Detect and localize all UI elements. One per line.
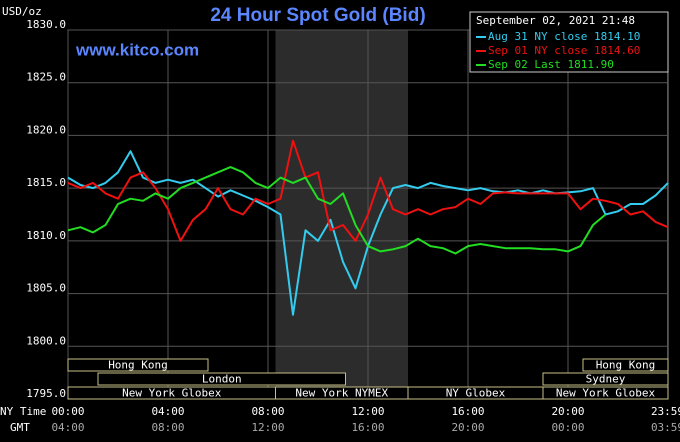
x-axis-label: NY Time [0, 405, 46, 418]
y-tick-label: 1815.0 [26, 176, 66, 189]
x-tick-label: 20:00 [551, 405, 584, 418]
website: www.kitco.com [75, 40, 199, 59]
x-tick-label: 00:00 [51, 405, 84, 418]
x-tick-label: 16:00 [451, 405, 484, 418]
session-box [542, 372, 669, 386]
y-axis-label: USD/oz [2, 5, 42, 18]
legend-label: Aug 31 NY close 1814.10 [488, 30, 640, 43]
y-tick-label: 1795.0 [26, 387, 66, 400]
x2-tick-label: 04:00 [51, 421, 84, 434]
y-tick-label: 1810.0 [26, 229, 66, 242]
y-tick-label: 1825.0 [26, 71, 66, 84]
session-label: NY Globex [446, 387, 506, 400]
y-tick-label: 1820.0 [26, 123, 66, 136]
chart-title: 24 Hour Spot Gold (Bid) [210, 5, 425, 26]
series-line [67, 139, 669, 242]
session-label: Hong Kong [596, 359, 656, 372]
x2-tick-label: 12:00 [251, 421, 284, 434]
session-label: New York Globex [122, 387, 222, 400]
series-line [67, 166, 607, 255]
x-tick-label: 23:59 [651, 405, 680, 418]
x2-tick-label: 00:00 [551, 421, 584, 434]
session-label: Hong Kong [108, 359, 168, 372]
session-box [67, 358, 209, 372]
timestamp: September 02, 2021 21:48 [476, 14, 635, 27]
legend-label: Sep 01 NY close 1814.60 [488, 44, 640, 57]
session-box [97, 372, 346, 386]
y-tick-label: 1830.0 [26, 18, 66, 31]
y-tick-label: 1805.0 [26, 282, 66, 295]
x2-tick-label: 08:00 [151, 421, 184, 434]
y-tick-label: 1800.0 [26, 334, 66, 347]
session-box [542, 386, 669, 400]
session-shade [275, 30, 408, 399]
x2-tick-label: 20:00 [451, 421, 484, 434]
session-label: Sydney [586, 373, 626, 386]
session-box [582, 358, 669, 372]
x-tick-label: 12:00 [351, 405, 384, 418]
x-tick-label: 04:00 [151, 405, 184, 418]
x2-tick-label: 16:00 [351, 421, 384, 434]
session-label: London [202, 373, 242, 386]
session-label: New York NYMEX [295, 387, 388, 400]
legend-label: Sep 02 Last 1811.90 [488, 58, 614, 71]
x2-axis-label: GMT [10, 421, 30, 434]
x2-tick-label: 03:59 [651, 421, 680, 434]
legend-box [469, 11, 669, 73]
x-tick-label: 08:00 [251, 405, 284, 418]
session-label: New York Globex [556, 387, 656, 400]
